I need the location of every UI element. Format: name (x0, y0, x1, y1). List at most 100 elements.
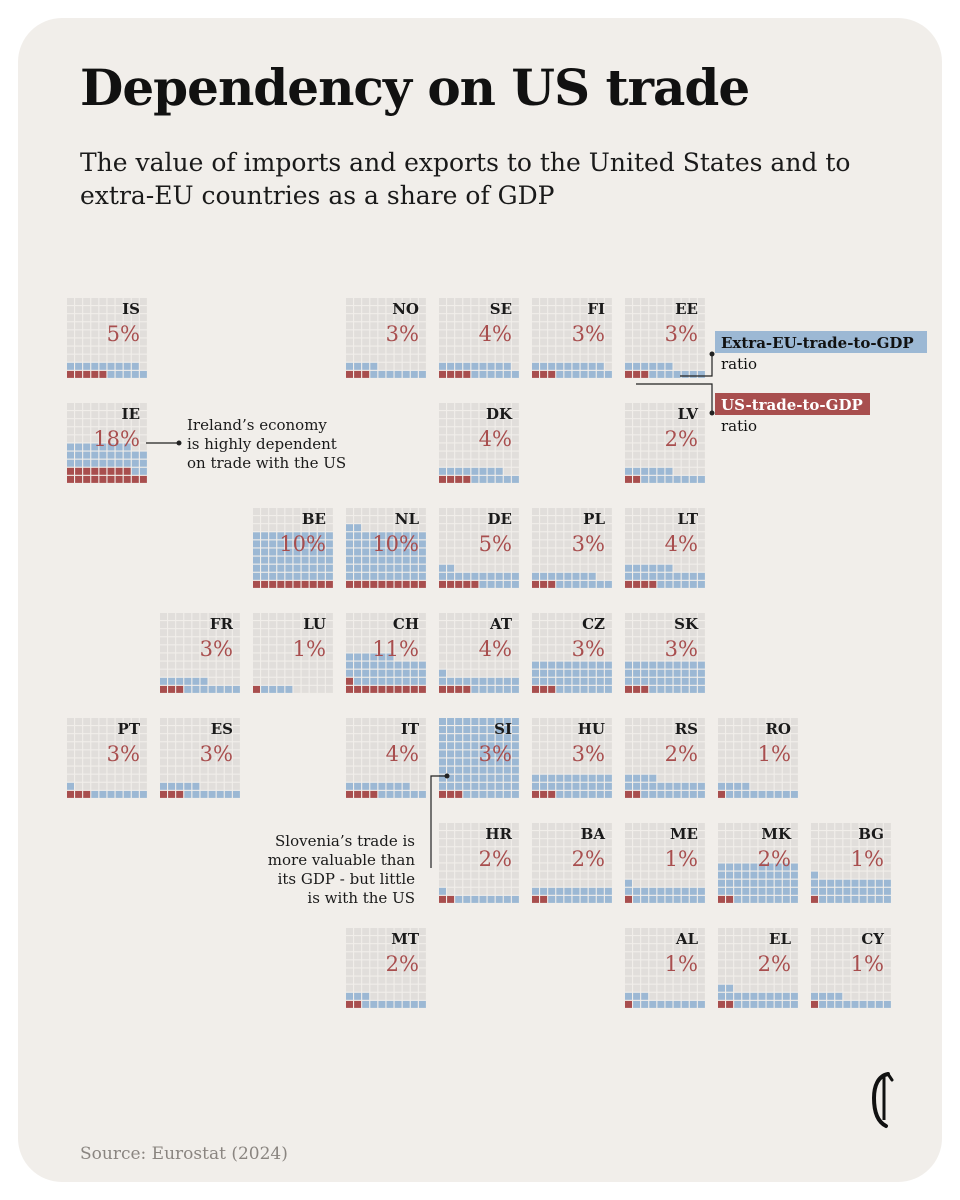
waffle-cell-us (633, 371, 640, 378)
waffle-cell-empty (564, 613, 571, 620)
waffle-cell-empty (362, 613, 369, 620)
waffle-cell-empty (471, 864, 478, 871)
waffle-cell-us (447, 896, 454, 903)
waffle-cell-empty (605, 330, 612, 337)
waffle-cell-extra-eu (496, 767, 503, 774)
waffle-cell-empty (649, 645, 656, 652)
waffle-cell-empty (140, 419, 147, 426)
waffle-cell-empty (326, 613, 333, 620)
waffle-cell-empty (827, 944, 834, 951)
waffle-cell-empty (387, 355, 394, 362)
waffle-cell-empty (160, 750, 167, 757)
waffle-cell-us (318, 581, 325, 588)
waffle-cell-empty (625, 718, 632, 725)
waffle-cell-empty (548, 880, 555, 887)
waffle-cell-empty (791, 718, 798, 725)
waffle-cell-empty (698, 452, 705, 459)
waffle-cell-empty (225, 767, 232, 774)
waffle-cell-empty (184, 750, 191, 757)
waffle-cell-empty (674, 872, 681, 879)
waffle-cell-empty (625, 540, 632, 547)
waffle-cell-us (419, 686, 426, 693)
waffle-cell-extra-eu (682, 783, 689, 790)
waffle-cell-extra-eu (116, 452, 123, 459)
waffle-cell-empty (346, 936, 353, 943)
waffle-cell-empty (447, 452, 454, 459)
waffle-cell-extra-eu (346, 662, 353, 669)
waffle-cell-empty (370, 298, 377, 305)
waffle-cell-extra-eu (860, 888, 867, 895)
waffle-cell-empty (168, 726, 175, 733)
waffle-cell-empty (605, 355, 612, 362)
waffle-cell-extra-eu (83, 452, 90, 459)
waffle-cell-extra-eu (827, 880, 834, 887)
waffle-cell-us (447, 371, 454, 378)
waffle-cell-us (455, 686, 462, 693)
waffle-cell-extra-eu (783, 872, 790, 879)
waffle-cell-extra-eu (362, 549, 369, 556)
waffle-cell-empty (783, 767, 790, 774)
waffle-cell-empty (649, 298, 656, 305)
waffle-cell-empty (253, 613, 260, 620)
waffle-cell-extra-eu (690, 581, 697, 588)
waffle-cell-extra-eu (496, 581, 503, 588)
waffle-cell-empty (124, 347, 131, 354)
waffle-cell-empty (370, 750, 377, 757)
waffle-cell-empty (718, 775, 725, 782)
waffle-cell-empty (690, 557, 697, 564)
waffle-cell-empty (447, 524, 454, 531)
waffle-cell-empty (625, 726, 632, 733)
country-code-label: IT (401, 720, 420, 738)
waffle-cell-empty (455, 888, 462, 895)
waffle-cell-empty (463, 524, 470, 531)
waffle-cell-empty (556, 565, 563, 572)
waffle-cell-extra-eu (261, 573, 268, 580)
waffle-cell-empty (649, 516, 656, 523)
waffle-cell-extra-eu (395, 371, 402, 378)
waffle-cell-us (91, 371, 98, 378)
waffle-cell-empty (512, 621, 519, 628)
waffle-cell-empty (750, 823, 757, 830)
waffle-cell-empty (201, 734, 208, 741)
country-tile-lv: LV2% (625, 403, 705, 483)
waffle-cell-empty (411, 347, 418, 354)
waffle-cell-us (633, 791, 640, 798)
waffle-cell-empty (791, 726, 798, 733)
waffle-cell-extra-eu (504, 678, 511, 685)
waffle-cell-empty (633, 839, 640, 846)
waffle-cell-empty (455, 524, 462, 531)
waffle-cell-extra-eu (346, 573, 353, 580)
waffle-cell-extra-eu (411, 678, 418, 685)
waffle-cell-extra-eu (455, 726, 462, 733)
waffle-cell-empty (362, 750, 369, 757)
waffle-cell-empty (750, 977, 757, 984)
waffle-cell-empty (362, 629, 369, 636)
waffle-cell-empty (718, 847, 725, 854)
waffle-cell-empty (370, 759, 377, 766)
waffle-cell-empty (835, 872, 842, 879)
waffle-cell-empty (370, 734, 377, 741)
waffle-cell-empty (411, 363, 418, 370)
waffle-cell-empty (455, 565, 462, 572)
waffle-cell-empty (649, 952, 656, 959)
waffle-cell-extra-eu (496, 686, 503, 693)
waffle-cell-empty (657, 952, 664, 959)
waffle-cell-empty (819, 872, 826, 879)
waffle-cell-extra-eu (532, 573, 539, 580)
waffle-cell-empty (67, 718, 74, 725)
waffle-cell-empty (835, 969, 842, 976)
waffle-cell-empty (868, 872, 875, 879)
waffle-cell-empty (625, 645, 632, 652)
waffle-cell-empty (718, 977, 725, 984)
waffle-cell-extra-eu (633, 670, 640, 677)
waffle-cell-empty (285, 670, 292, 677)
waffle-cell-empty (641, 444, 648, 451)
waffle-cell-empty (633, 508, 640, 515)
waffle-cell-empty (354, 952, 361, 959)
waffle-cell-empty (649, 880, 656, 887)
waffle-cell-extra-eu (378, 678, 385, 685)
waffle-cell-empty (548, 613, 555, 620)
waffle-cell-empty (819, 969, 826, 976)
waffle-cell-empty (548, 759, 555, 766)
waffle-cell-empty (346, 621, 353, 628)
